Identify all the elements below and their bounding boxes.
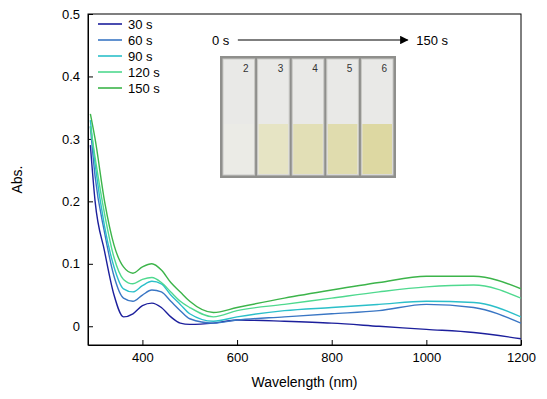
x-axis: 400 600 800 1000 1200 [89, 340, 536, 365]
x-tick-label: 600 [227, 350, 249, 365]
chart: 400 600 800 1000 1200 0 0.1 0.2 0.3 0.4 0.5 Wavelen… [0, 0, 547, 399]
inset-slide [292, 59, 324, 175]
y-tick: 0.1 [62, 256, 93, 271]
legend-swatch [98, 39, 122, 41]
x-tick: 1200 [507, 340, 536, 365]
y-tick-mark [88, 326, 93, 327]
y-tick: 0.5 [62, 7, 93, 22]
y-tick: 0.3 [62, 132, 93, 147]
series-line [90, 114, 521, 313]
inset-slide-label: 6 [381, 63, 387, 74]
y-axis-line [88, 15, 89, 346]
legend: 30 s60 s90 s120 s150 s [98, 17, 160, 96]
x-axis-title: Wavelength (nm) [251, 374, 357, 390]
legend-swatch [98, 55, 122, 57]
legend-swatch [98, 71, 122, 73]
x-tick: 800 [321, 340, 343, 365]
legend-label: 120 s [128, 65, 160, 80]
y-tick-mark [88, 76, 93, 77]
plot-frame [88, 14, 521, 345]
inset-slide-film [293, 124, 323, 174]
y-tick: 0 [73, 319, 93, 334]
legend-label: 60 s [128, 33, 153, 48]
y-tick-label: 0.1 [62, 256, 80, 271]
x-tick-label: 1200 [507, 350, 536, 365]
inset-slide-label: 2 [243, 63, 249, 74]
y-tick-label: 0.3 [62, 132, 80, 147]
x-tick-mark [426, 340, 427, 345]
inset-slide-label: 4 [312, 63, 318, 74]
y-tick-label: 0.4 [62, 69, 80, 84]
legend-swatch [98, 87, 122, 89]
x-tick-mark [332, 340, 333, 345]
y-tick-mark [88, 201, 93, 202]
inset-slide-label: 3 [278, 63, 284, 74]
y-axis: 0 0.1 0.2 0.3 0.4 0.5 [62, 7, 93, 346]
inset-slide-film [259, 124, 289, 174]
x-tick: 1000 [412, 340, 441, 365]
y-tick-label: 0.5 [62, 7, 80, 22]
y-tick-mark [88, 264, 93, 265]
legend-label: 30 s [128, 17, 153, 32]
y-tick-label: 0.2 [62, 194, 80, 209]
x-tick: 600 [227, 340, 249, 365]
inset-slide-film [362, 124, 392, 174]
inset-end-label: 150 s [416, 33, 448, 48]
inset-photo [220, 56, 396, 178]
inset-slide [327, 59, 359, 175]
plot-area [90, 114, 521, 339]
legend-label: 150 s [128, 81, 160, 96]
x-tick-mark [521, 340, 522, 345]
x-tick-label: 800 [321, 350, 343, 365]
y-tick-mark [88, 14, 93, 15]
inset-slide [223, 59, 255, 175]
x-tick-label: 400 [132, 350, 154, 365]
x-axis-line [89, 345, 522, 346]
x-tick-label: 1000 [412, 350, 441, 365]
x-tick: 400 [132, 340, 154, 365]
inset-arrow [238, 39, 408, 40]
x-tick-mark [237, 340, 238, 345]
legend-label: 90 s [128, 49, 153, 64]
inset-slide-film [224, 124, 254, 174]
inset-slide-label: 5 [347, 63, 353, 74]
inset: 0 s 150 s 2 3 4 5 6 [212, 33, 448, 178]
inset-start-label: 0 s [212, 33, 230, 48]
inset-slide-film [328, 124, 358, 174]
y-tick-label: 0 [73, 319, 80, 334]
inset-slide [258, 59, 290, 175]
y-tick: 0.2 [62, 194, 93, 209]
series-line [90, 120, 521, 321]
legend-swatch [98, 23, 122, 25]
y-tick: 0.4 [62, 69, 93, 84]
y-axis-title: Abs. [9, 165, 25, 193]
x-tick-mark [142, 340, 143, 345]
inset-slide [361, 59, 393, 175]
